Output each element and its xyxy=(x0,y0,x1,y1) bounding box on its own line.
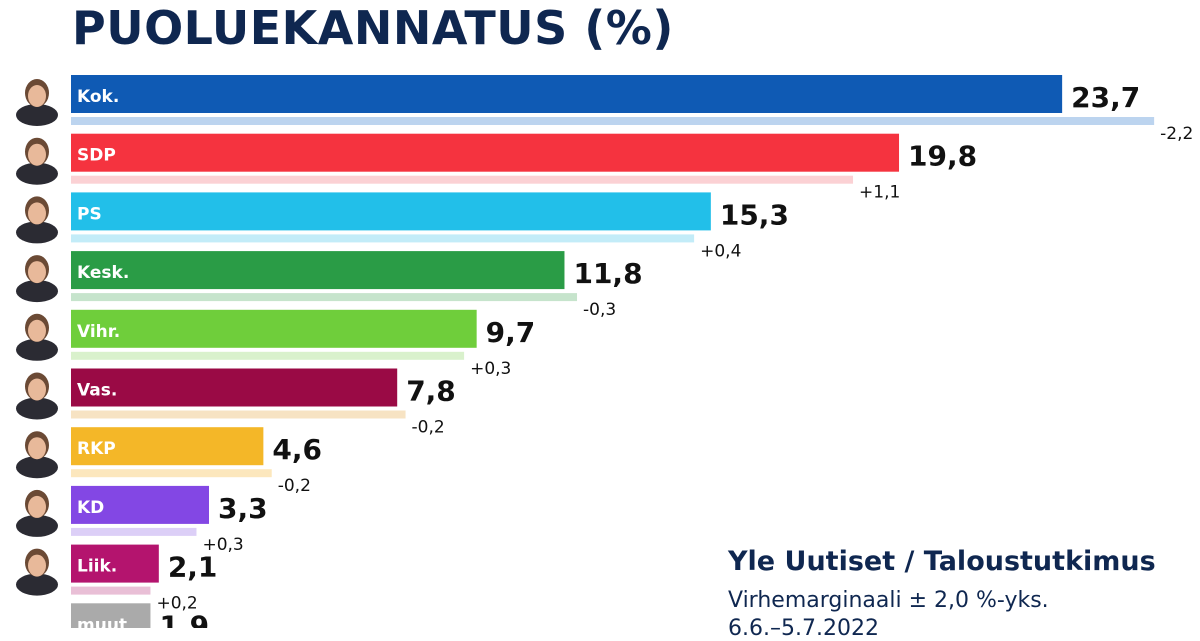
value-label: 1,9 xyxy=(159,609,209,628)
previous-bar xyxy=(71,469,272,478)
leader-portrait-icon xyxy=(16,431,58,479)
previous-bar xyxy=(71,234,695,243)
bar-category-label: Kesk. xyxy=(77,263,129,283)
bar xyxy=(71,603,151,628)
leader-portrait-icon xyxy=(16,79,58,126)
value-label: 15,3 xyxy=(720,198,789,231)
bar-category-label: SDP xyxy=(77,146,116,166)
change-label: +0,4 xyxy=(700,241,741,261)
leader-portrait-icon xyxy=(16,489,58,537)
previous-bar xyxy=(71,410,406,419)
value-label: 2,1 xyxy=(168,551,218,584)
change-label: -0,3 xyxy=(583,300,616,320)
previous-bar xyxy=(71,293,578,302)
change-label: +0,2 xyxy=(156,594,197,614)
previous-bar xyxy=(71,351,465,360)
bar-category-label: Vihr. xyxy=(77,322,120,342)
change-label: +0,3 xyxy=(470,359,511,379)
leader-portrait-icon xyxy=(16,372,58,420)
value-label: 19,8 xyxy=(908,140,977,173)
bar-category-label: KD xyxy=(77,498,104,518)
bar-category-label: Vas. xyxy=(77,381,117,401)
bar-category-label: RKP xyxy=(77,439,116,459)
change-label: +0,3 xyxy=(202,535,243,555)
previous-bar xyxy=(71,527,197,536)
previous-bar xyxy=(71,117,1155,125)
leader-portrait-icon xyxy=(16,313,58,361)
bar-category-label: Kok. xyxy=(77,87,119,107)
bar xyxy=(71,368,398,407)
value-label: 7,8 xyxy=(406,375,456,408)
change-label: -2,2 xyxy=(1160,124,1193,144)
survey-period: 6.6.–5.7.2022 xyxy=(728,616,879,641)
bar-category-label: Liik. xyxy=(77,557,117,577)
bar xyxy=(71,427,264,466)
margin-of-error: Virhemarginaali ± 2,0 %-yks. xyxy=(728,588,1049,613)
bar-category-label: PS xyxy=(77,204,102,224)
previous-bar xyxy=(71,586,151,595)
value-label: 3,3 xyxy=(218,492,268,525)
bar xyxy=(71,75,1063,113)
value-label: 23,7 xyxy=(1071,81,1140,114)
value-label: 4,6 xyxy=(272,433,322,466)
bar xyxy=(71,251,565,290)
leader-portrait-icon xyxy=(16,137,58,185)
bar-chart: -2,2 Kok. 23,7 +1,1 SDP 19,8 +0,4 PS 15,3 -0,3 Kes… xyxy=(16,75,1193,628)
change-label: +1,1 xyxy=(859,183,900,203)
change-label: -0,2 xyxy=(412,418,445,438)
leader-portrait-icon xyxy=(16,196,58,244)
leader-portrait-icon xyxy=(16,548,58,596)
bar-category-label: muut xyxy=(77,615,127,628)
bar xyxy=(71,485,210,524)
leader-portrait-icon xyxy=(16,255,58,303)
source-title: Yle Uutiset / Taloustutkimus xyxy=(728,546,1156,577)
bar xyxy=(71,192,711,231)
bar xyxy=(71,133,900,172)
bar xyxy=(71,309,477,348)
bar xyxy=(71,544,159,583)
value-label: 9,7 xyxy=(486,316,536,349)
chart-title: PUOLUEKANNATUS (%) xyxy=(72,1,674,55)
value-label: 11,8 xyxy=(573,257,642,290)
change-label: -0,2 xyxy=(278,476,311,496)
previous-bar xyxy=(71,175,854,184)
